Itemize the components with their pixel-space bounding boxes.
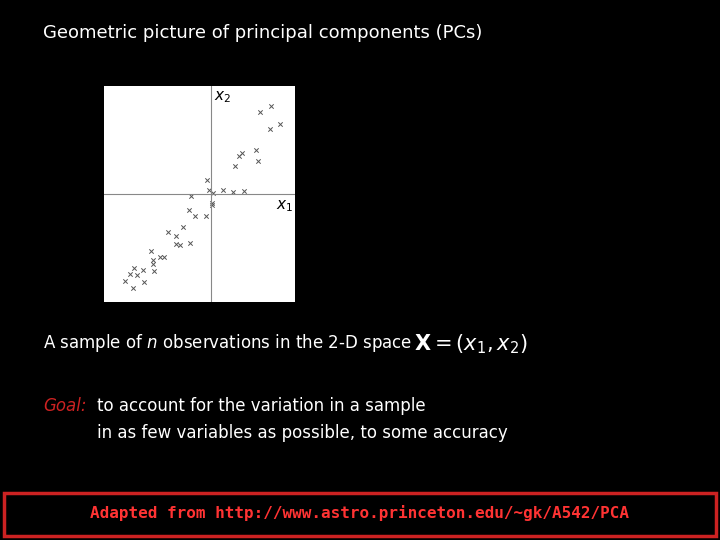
Point [264, 125, 275, 133]
Point [229, 161, 240, 170]
Point [207, 201, 218, 210]
Point [251, 146, 262, 154]
Text: $x_2$: $x_2$ [214, 89, 231, 105]
Text: $x_1$: $x_1$ [276, 199, 293, 214]
Point [233, 151, 245, 160]
Point [227, 188, 238, 197]
Point [138, 266, 149, 274]
Point [158, 252, 170, 261]
Point [274, 119, 286, 128]
Text: to account for the variation in a sample: to account for the variation in a sample [97, 397, 426, 415]
Point [138, 278, 150, 286]
Point [185, 192, 197, 200]
FancyBboxPatch shape [4, 493, 716, 536]
Point [217, 186, 229, 194]
Point [178, 223, 189, 232]
Point [201, 176, 212, 185]
Point [148, 266, 159, 275]
Point [162, 227, 174, 236]
Point [145, 247, 157, 255]
Point [265, 102, 276, 111]
Text: $\mathbf{X} = \left(x_1, x_2\right)$: $\mathbf{X} = \left(x_1, x_2\right)$ [414, 332, 528, 356]
Text: Goal:: Goal: [43, 397, 86, 415]
Point [171, 232, 182, 241]
Point [124, 269, 135, 278]
Point [129, 263, 140, 272]
Point [203, 186, 215, 194]
Point [148, 255, 159, 264]
Point [127, 284, 139, 292]
Point [120, 276, 131, 285]
Point [253, 157, 264, 166]
Point [200, 212, 212, 220]
Point [206, 199, 217, 207]
Text: Adapted from http://www.astro.princeton.edu/~gk/A542/PCA: Adapted from http://www.astro.princeton.… [91, 505, 629, 521]
Point [131, 271, 143, 280]
Point [236, 149, 248, 158]
Point [170, 240, 181, 248]
Point [183, 206, 194, 214]
Text: in as few variables as possible, to some accuracy: in as few variables as possible, to some… [97, 424, 508, 442]
Point [147, 260, 158, 268]
Point [255, 108, 266, 117]
Text: A sample of $n$ observations in the 2-D space: A sample of $n$ observations in the 2-D … [43, 332, 413, 354]
Text: Geometric picture of principal components (PCs): Geometric picture of principal component… [43, 24, 482, 42]
Point [184, 238, 196, 247]
Point [174, 241, 186, 249]
Point [207, 188, 219, 197]
Point [189, 212, 200, 220]
Point [154, 253, 166, 261]
Point [238, 186, 249, 195]
